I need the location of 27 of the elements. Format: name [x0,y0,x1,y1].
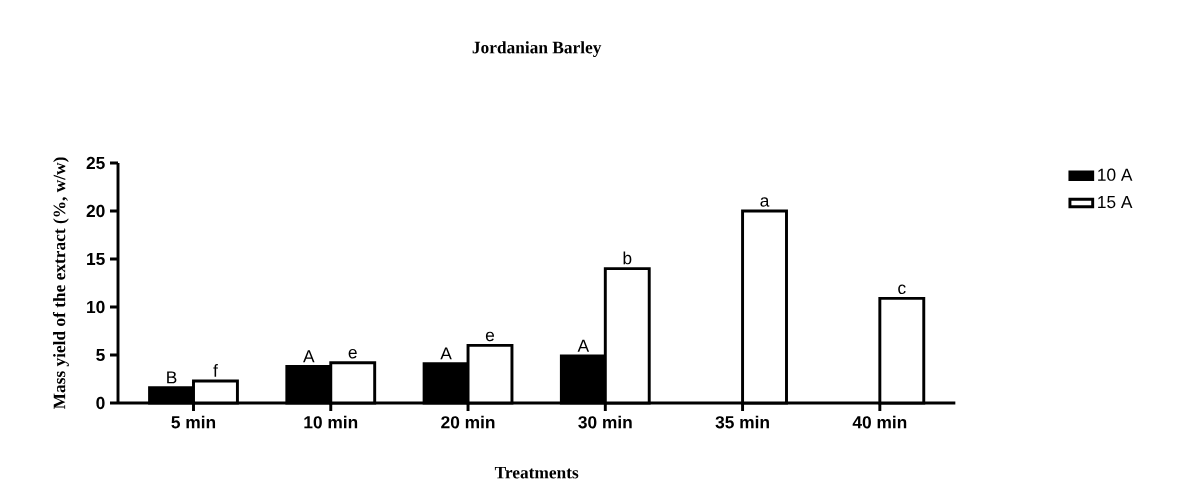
annotation: f [213,364,218,377]
x-tick-label: 30 min [578,415,632,429]
annotation: A [440,347,452,360]
y-tick-label: 0 [96,396,105,410]
annotation: c [898,284,906,295]
annotation: A [303,350,315,363]
x-tick-label: 10 min [304,415,358,429]
chart-title: Jordanian Barley [472,41,602,57]
x-tick-label: 35 min [715,415,769,429]
x-axis-title: Treatments [494,466,579,479]
annotation: b [623,251,632,265]
y-tick-label: 25 [86,156,105,170]
y-tick-label: 10 [87,300,105,314]
annotation: a [760,197,770,207]
x-tick-label: 40 min [852,415,907,429]
y-axis-title: Mass yield of the extract (%, w/w) [52,157,69,410]
legend-label: 10 A [1098,168,1133,181]
legend-label: 15 A [1098,196,1133,209]
annotation: e [485,331,495,342]
x-tick-label: 5 min [171,415,216,429]
annotation: A [577,339,590,352]
annotation: B [167,371,177,384]
y-tick-label: 5 [96,348,105,362]
x-tick-label: 20 min [441,415,495,429]
annotation: e [348,348,357,359]
y-tick-label: 20 [86,204,105,218]
y-tick-label: 15 [87,252,105,266]
